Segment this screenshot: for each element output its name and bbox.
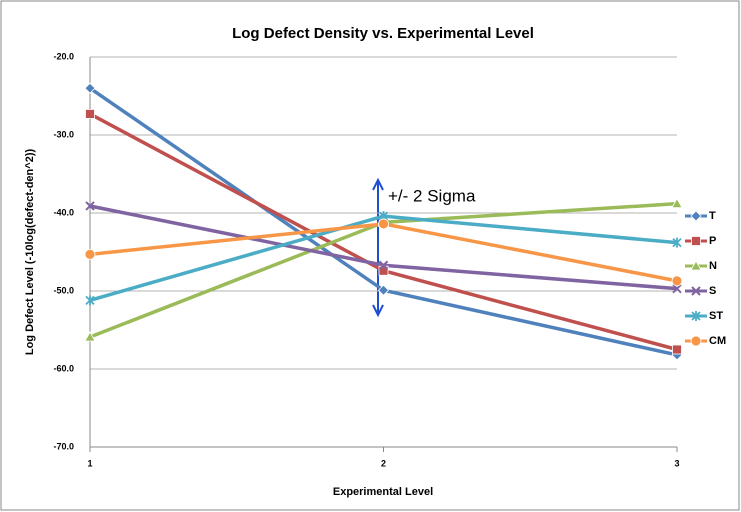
marker xyxy=(691,286,701,296)
marker xyxy=(84,82,96,94)
chart-title: Log Defect Density vs. Experimental Leve… xyxy=(232,25,534,42)
marker xyxy=(671,275,683,287)
marker xyxy=(691,311,701,321)
y-tick-label: -60.0 xyxy=(53,363,74,373)
legend-label: P xyxy=(709,235,716,247)
y-tick-label: -30.0 xyxy=(53,129,74,139)
legend-label: CM xyxy=(709,335,726,347)
x-axis-label: Experimental Level xyxy=(333,486,433,498)
marker xyxy=(672,237,682,248)
marker xyxy=(85,109,95,119)
marker xyxy=(690,210,702,222)
marker xyxy=(84,331,96,342)
x-tick-label: 1 xyxy=(87,458,92,468)
marker xyxy=(671,197,683,209)
marker xyxy=(690,260,702,271)
marker xyxy=(378,218,389,230)
x-tick-label: 3 xyxy=(674,458,679,468)
marker xyxy=(672,344,682,355)
marker xyxy=(691,236,701,246)
x-tick-label: 2 xyxy=(381,458,386,468)
y-tick-label: -50.0 xyxy=(53,285,74,295)
y-tick-label: -70.0 xyxy=(53,441,74,451)
annotation: +/- 2 Sigma xyxy=(388,186,476,205)
legend-label: ST xyxy=(709,310,723,322)
marker xyxy=(378,260,389,270)
y-tick-label: -40.0 xyxy=(53,207,74,217)
legend-label: S xyxy=(709,285,716,297)
marker xyxy=(672,283,682,294)
marker xyxy=(85,295,95,306)
legend-label: T xyxy=(709,210,716,222)
y-axis-label: Log Defect Level (-10log(defect-den^2)) xyxy=(24,149,36,356)
marker xyxy=(377,284,390,296)
legend-label: N xyxy=(709,260,717,272)
marker xyxy=(85,201,95,211)
marker xyxy=(84,248,96,260)
y-tick-label: -20.0 xyxy=(53,51,74,61)
marker xyxy=(690,335,702,347)
